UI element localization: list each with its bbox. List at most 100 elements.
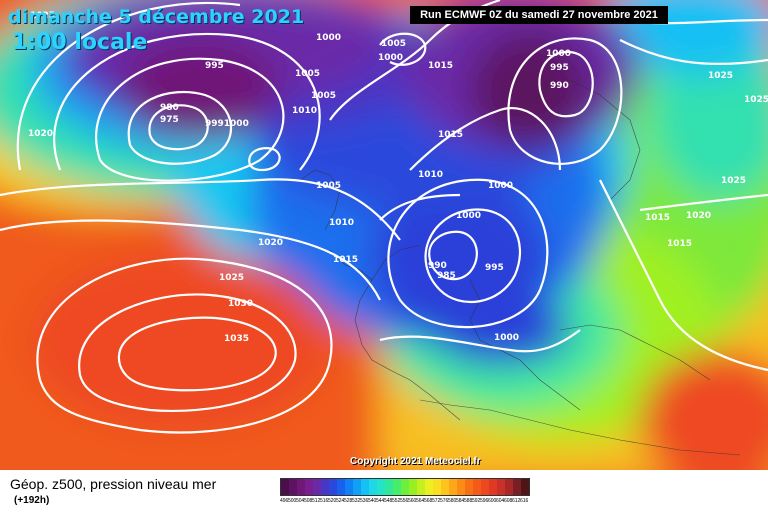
scale-swatch — [361, 479, 369, 495]
isobar-label: 9991000 — [205, 119, 249, 129]
scale-swatch — [457, 479, 465, 495]
isobar-label: 1025 — [30, 11, 55, 21]
scale-tick-label: 524 — [336, 498, 344, 504]
scale-tick-label: 496 — [280, 498, 288, 504]
color-scale-ticks: 496 500 504 508 512 516 520 524 528 532 536 540 544 5… — [280, 498, 528, 504]
scale-swatch — [289, 479, 297, 495]
isobar-label: 1000 — [494, 333, 519, 343]
isobar-label: 1005 — [381, 39, 406, 49]
isobar-label: 990 — [428, 261, 447, 271]
coastlines — [299, 79, 741, 456]
isobar-label: 1015 — [645, 213, 670, 223]
scale-swatch — [433, 479, 441, 495]
scale-tick-label: 548 — [384, 498, 392, 504]
scale-tick-label: 600 — [488, 498, 496, 504]
scale-swatch — [369, 479, 377, 495]
isobar-label: 1020 — [28, 129, 53, 139]
isobar-label: 1025 — [744, 95, 768, 105]
copyright: Copyright 2021 Meteociel.fr — [350, 456, 481, 467]
isobar-label: 1025 — [708, 71, 733, 81]
scale-swatch — [345, 479, 353, 495]
color-scale — [280, 478, 530, 496]
scale-tick-label: 528 — [344, 498, 352, 504]
scale-tick-label: 592 — [472, 498, 480, 504]
scale-tick-label: 504 — [296, 498, 304, 504]
scale-swatch — [401, 479, 409, 495]
scale-swatch — [465, 479, 473, 495]
scale-swatch — [513, 479, 521, 495]
scale-tick-label: 616 — [520, 498, 528, 504]
scale-tick-label: 500 — [288, 498, 296, 504]
geopotential-field — [0, 0, 768, 470]
scale-swatch — [329, 479, 337, 495]
scale-tick-label: 608 — [504, 498, 512, 504]
scale-tick-label: 568 — [424, 498, 432, 504]
legend-subtitle: (+192h) — [14, 495, 50, 506]
scale-tick-label: 560 — [408, 498, 416, 504]
isobar-label: 995 — [485, 263, 504, 273]
scale-swatch — [497, 479, 505, 495]
isobar-labels: 1025 995 1000 1005 1000 1005 1015 1000 9… — [28, 11, 768, 344]
isobar-label: 1005 — [311, 91, 336, 101]
scale-swatch — [417, 479, 425, 495]
isobar-label: 995 — [205, 61, 224, 71]
scale-swatch — [337, 479, 345, 495]
isobar-label: 1020 — [258, 238, 283, 248]
scale-tick-label: 532 — [352, 498, 360, 504]
scale-tick-label: 540 — [368, 498, 376, 504]
scale-swatch — [321, 479, 329, 495]
isobar-label: 1005 — [295, 69, 320, 79]
scale-tick-label: 588 — [464, 498, 472, 504]
scale-tick-label: 604 — [496, 498, 504, 504]
isobar-label: 1010 — [329, 218, 354, 228]
scale-tick-label: 552 — [392, 498, 400, 504]
scale-tick-label: 556 — [400, 498, 408, 504]
legend-title: Géop. z500, pression niveau mer — [10, 476, 217, 492]
scale-swatch — [377, 479, 385, 495]
isobar-label: 995 — [550, 63, 569, 73]
scale-tick-label: 596 — [480, 498, 488, 504]
isobar-label: 1015 — [333, 255, 358, 265]
isobar-label: 1000 — [456, 211, 481, 221]
isobar-label: 985 — [437, 271, 456, 281]
isobar-label: 1010 — [418, 170, 443, 180]
scale-swatch — [281, 479, 289, 495]
scale-tick-label: 508 — [304, 498, 312, 504]
forecast-time: 1:00 locale — [12, 30, 148, 55]
scale-swatch — [449, 479, 457, 495]
isobar-label: 1030 — [228, 299, 253, 309]
scale-tick-label: 580 — [448, 498, 456, 504]
isobar-lines — [0, 0, 768, 432]
scale-swatch — [481, 479, 489, 495]
scale-tick-label: 516 — [320, 498, 328, 504]
scale-swatch — [305, 479, 313, 495]
isobar-label: 1015 — [667, 239, 692, 249]
pressure-map-svg: 1025 995 1000 1005 1000 1005 1015 1000 9… — [0, 0, 768, 470]
scale-swatch — [385, 479, 393, 495]
isobar-label: 1015 — [438, 130, 463, 140]
isobar-label: 1020 — [686, 211, 711, 221]
scale-tick-label: 512 — [312, 498, 320, 504]
scale-tick-label: 572 — [432, 498, 440, 504]
scale-swatch — [425, 479, 433, 495]
scale-swatch — [409, 479, 417, 495]
isobar-label: 1025 — [219, 273, 244, 283]
scale-swatch — [489, 479, 497, 495]
model-run-label: Run ECMWF 0Z du samedi 27 novembre 2021 — [410, 6, 668, 24]
scale-swatch — [521, 479, 529, 495]
isobar-label: 980 — [160, 103, 179, 113]
isobar-label: 1000 — [316, 33, 341, 43]
scale-tick-label: 612 — [512, 498, 520, 504]
weather-map: 1025 995 1000 1005 1000 1005 1015 1000 9… — [0, 0, 768, 470]
isobar-label: 1010 — [292, 106, 317, 116]
scale-tick-label: 536 — [360, 498, 368, 504]
scale-swatch — [313, 479, 321, 495]
scale-tick-label: 544 — [376, 498, 384, 504]
isobar-label: 1025 — [721, 176, 746, 186]
scale-tick-label: 520 — [328, 498, 336, 504]
scale-swatch — [441, 479, 449, 495]
isobar-label: 1035 — [224, 334, 249, 344]
isobar-label: 1015 — [428, 61, 453, 71]
scale-swatch — [505, 479, 513, 495]
scale-tick-label: 576 — [440, 498, 448, 504]
